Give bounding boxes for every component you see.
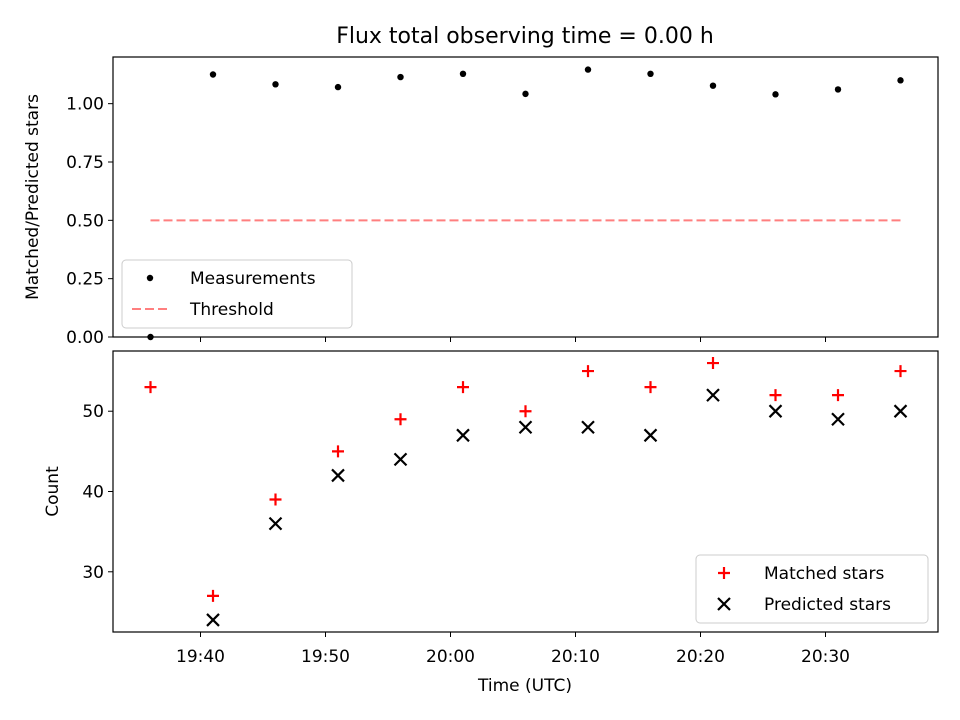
y-tick-label: 30 — [82, 563, 104, 583]
measurements-point — [834, 86, 842, 93]
matched-stars-point — [894, 365, 907, 378]
predicted-stars-point — [831, 412, 845, 427]
y-tick-label: 0.75 — [66, 153, 104, 173]
measurements-point — [459, 70, 467, 78]
y-tick-label: 0.00 — [66, 328, 104, 348]
matched-stars-point — [644, 381, 657, 394]
predicted-stars-point — [581, 420, 595, 435]
predicted-stars-point — [456, 428, 470, 443]
legend-label: Measurements — [190, 269, 316, 289]
predicted-stars-point — [206, 613, 220, 627]
matched-stars-point — [457, 381, 469, 394]
legend-label: Threshold — [189, 300, 274, 320]
y-tick-label: 0.25 — [66, 270, 104, 290]
x-axis-label: Time (UTC) — [477, 676, 572, 696]
measurements-point — [209, 71, 217, 78]
predicted-stars-point — [706, 388, 720, 402]
measurements-point — [772, 91, 779, 98]
measurements-point — [584, 66, 592, 73]
bottom-panel: 19:40 19:50 20:00 20:10 20:20 20:30 30 40 50 Coun… — [43, 350, 939, 667]
legend-swatch — [146, 274, 154, 282]
bottom-y-axis-label: Count — [43, 466, 63, 517]
top-y-axis-label: Matched/Predicted stars — [23, 94, 43, 300]
top-axes-frame — [112, 56, 939, 338]
legend-label: Predicted stars — [764, 595, 891, 615]
matched-stars-point — [707, 357, 719, 370]
y-tick-label: 1.00 — [66, 95, 104, 115]
top-panel: 0.00 0.25 0.50 0.75 1.00 Matched/Predicted st… — [23, 56, 939, 348]
y-tick-label: 40 — [82, 483, 104, 503]
measurements-point — [272, 81, 279, 88]
matched-stars-point — [269, 493, 282, 506]
legend-box — [121, 259, 353, 329]
x-tick-label: 19:50 — [301, 647, 350, 667]
legend-box — [695, 554, 929, 624]
predicted-stars-point — [268, 516, 283, 531]
chart-title: Flux total observing time = 0.00 h — [336, 24, 714, 49]
predicted-stars-point — [393, 452, 408, 467]
matched-stars-point — [144, 381, 157, 394]
predicted-stars-point — [518, 420, 533, 435]
matched-stars-point — [207, 589, 219, 602]
legend-label: Matched stars — [764, 564, 884, 584]
x-tick-label: 20:10 — [551, 647, 600, 667]
measurements-point — [522, 90, 529, 98]
y-tick-label: 0.50 — [66, 211, 104, 231]
x-tick-label: 20:30 — [801, 647, 850, 667]
y-tick-label: 50 — [82, 402, 104, 422]
predicted-stars-point — [331, 468, 345, 483]
predicted-stars-point — [768, 404, 783, 418]
measurements-point — [709, 82, 717, 89]
bottom-axes-frame — [112, 350, 939, 633]
measurements-point — [397, 73, 404, 81]
predicted-stars-point — [893, 404, 908, 418]
matched-stars-point — [519, 405, 532, 418]
measurements-point — [647, 70, 654, 78]
x-tick-label: 19:40 — [176, 647, 225, 667]
matched-stars-point — [769, 389, 782, 402]
measurements-point — [897, 77, 904, 84]
matched-stars-point — [582, 365, 594, 378]
legend-swatch — [717, 597, 731, 611]
measurements-point — [334, 83, 342, 91]
legend-swatch — [718, 567, 730, 579]
matched-stars-point — [332, 445, 344, 458]
matched-stars-point — [394, 413, 407, 426]
top-legend: Measurements Threshold — [121, 259, 353, 329]
predicted-stars-point — [643, 428, 658, 443]
matched-stars-point — [832, 389, 844, 402]
bottom-legend: Matched stars Predicted stars — [695, 554, 929, 624]
x-tick-label: 20:00 — [426, 647, 475, 667]
x-tick-label: 20:20 — [676, 647, 725, 667]
